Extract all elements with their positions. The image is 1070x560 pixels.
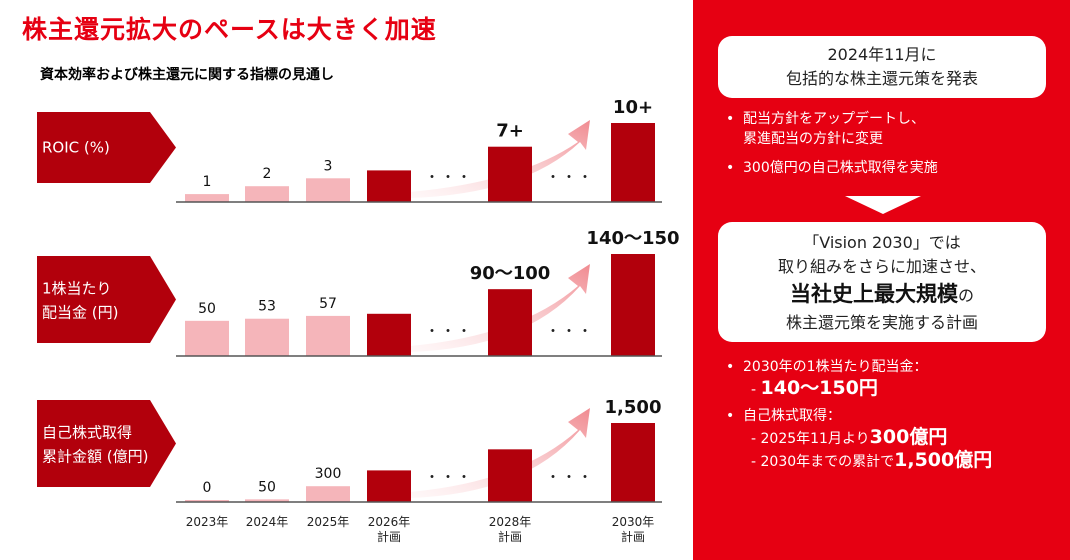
bar [488,449,532,502]
box1-line2: 包括的な株主還元策を発表 [785,69,978,88]
box2-line2: 取り組みをさらに加速させ、 [777,257,986,276]
data-label: 50 [198,301,216,317]
ellipsis-dots: ・・・ [425,170,473,186]
dividend-prefix: - [751,382,761,398]
metric-label: 自己株式取得 [42,424,132,442]
x-tick-label: 計画 [621,529,645,544]
bullet-text: 累進配当の方針に変更 [743,131,883,147]
x-tick-label: 2030年 [612,515,655,529]
dividend-target: 140〜150円 [760,377,878,399]
metric-label: 1株当たり [42,280,112,298]
bar [185,194,229,202]
buyback1-value: 300億円 [869,426,948,448]
data-label: 1 [203,174,212,190]
ellipsis-dots: ・・・ [546,170,594,186]
chart-subtitle: 資本効率および株主還元に関する指標の見通し [40,67,334,83]
ellipsis-dots: ・・・ [546,470,594,486]
metric-label-chevron [37,256,176,343]
buyback2-prefix: - 2030年までの累計で [751,454,895,470]
announcement-bullets: • 配当方針をアップデートし、 累進配当の方針に変更 • 300億円の自己株式取… [723,109,938,178]
buyback-title: 自己株式取得： [743,408,841,424]
bar [367,170,411,202]
bar [488,289,532,356]
data-label: 50 [258,479,276,495]
metric-label: 累計金額 (億円) [42,448,148,466]
box2-emphasis-suffix: の [957,286,974,305]
data-label: 57 [319,296,337,312]
dividend-title: 2030年の1株当たり配当金： [743,359,928,375]
box1-line1: 2024年11月に [827,45,937,64]
ellipsis-dots: ・・・ [546,324,594,340]
data-label: 300 [315,466,342,482]
bullet-item: • 配当方針をアップデートし、 累進配当の方針に変更 [723,109,938,149]
x-tick-label: 計画 [377,529,401,544]
ellipsis-dots: ・・・ [425,470,473,486]
announcement-box: 2024年11月に 包括的な株主還元策を発表 [718,36,1046,98]
bullet-icon: • [726,359,735,375]
vision-box: 「Vision 2030」では 取り組みをさらに加速させ、 当社史上最大規模の … [718,222,1046,342]
bar [488,146,532,202]
bullet-icon: • [726,408,735,424]
box2-line1: 「Vision 2030」では [803,233,961,252]
bar [245,186,289,202]
x-tick-label: 2026年 [368,515,411,529]
bar [306,178,350,202]
bullet-text: 300億円の自己株式取得を実施 [743,160,938,176]
ellipsis-dots: ・・・ [425,324,473,340]
bullet-icon: • [726,111,735,127]
metric-label: ROIC (%) [42,139,110,157]
x-tick-label: 計画 [498,529,522,544]
bar [367,470,411,502]
bullet-item: • 300億円の自己株式取得を実施 [723,158,938,178]
bar [306,315,350,356]
data-label: 140〜150 [586,228,679,249]
data-label: 53 [258,299,276,315]
bar [367,313,411,356]
data-label: 7+ [496,121,524,142]
buyback1-prefix: - 2025年11月より [751,431,870,447]
metric-label-chevron [37,112,176,183]
bullet-item: • 自己株式取得： [723,406,992,426]
bar [611,423,655,502]
buyback2-value: 1,500億円 [894,449,993,471]
data-label: 1,500 [605,397,662,418]
announcement-panel: 2024年11月に 包括的な株主還元策を発表 • 配当方針をアップデートし、 累… [693,0,1070,560]
indicator-charts: ROIC (%)1 2 37+10+・・・ ・・・1株当たり配当金 (円) 50 53 57… [37,97,680,544]
bar [306,486,350,502]
bar [185,320,229,356]
bullet-text: 配当方針をアップデートし、 [743,111,925,127]
x-tick-label: 2028年 [489,515,532,529]
x-tick-label: 2025年 [307,515,350,529]
bar [245,318,289,356]
data-label: 2 [263,166,272,182]
arrow-down-icon [845,196,921,214]
bar [245,499,289,502]
box2-emphasis: 当社史上最大規模 [789,282,958,306]
x-tick-label: 2024年 [246,515,289,529]
data-label: 3 [324,158,333,174]
bar [611,254,655,356]
x-tick-label: 2023年 [186,515,229,529]
metric-label-chevron [37,400,176,487]
bar [611,123,655,202]
data-label: 0 [203,480,212,496]
bullet-item: • 2030年の1株当たり配当金： [723,357,992,377]
box2-line4: 株主還元策を実施する計画 [785,313,978,332]
metric-label: 配当金 (円) [42,304,118,322]
bullet-icon: • [726,160,735,176]
data-label: 10+ [613,97,653,118]
target-bullets: • 2030年の1株当たり配当金： - 140〜150円 • 自己株式取得： -… [723,357,992,472]
bar [185,500,229,502]
page-title: 株主還元拡大のペースは大きく加速 [22,15,437,44]
data-label: 90〜100 [470,263,551,284]
